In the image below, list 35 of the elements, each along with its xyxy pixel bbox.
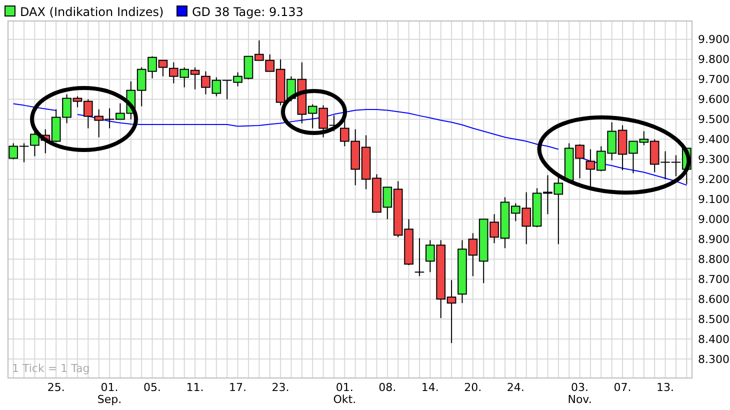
y-tick-label: 9.800	[698, 53, 730, 66]
y-tick-label: 9.500	[698, 113, 730, 126]
x-tick-label: 03. Nov.	[568, 381, 592, 406]
y-tick-label: 8.800	[698, 252, 730, 266]
x-tick-label: 24.	[506, 381, 524, 394]
x-tick-label: 25.	[47, 381, 65, 394]
x-tick-label: 23.	[272, 381, 290, 394]
annotation: 1 Tick = 1 Tag	[12, 362, 90, 375]
y-tick-label: 8.700	[698, 272, 730, 286]
x-tick-label: 20.	[464, 381, 482, 394]
x-tick-label: 01. Sep.	[97, 381, 122, 406]
y-tick-label: 9.200	[698, 173, 730, 186]
y-tick-label: 8.600	[698, 292, 730, 306]
legend-label: DAX (Indikation Indizes)	[20, 5, 164, 19]
y-tick-label: 9.300	[698, 153, 730, 166]
x-tick-label: 01. Okt.	[333, 381, 356, 406]
candlestick	[414, 238, 424, 277]
y-tick-label: 9.900	[698, 33, 730, 46]
x-tick-label: 13.	[656, 381, 674, 394]
x-tick-label: 14.	[421, 381, 439, 394]
y-tick-label: 8.300	[698, 352, 730, 366]
x-tick-label: 05.	[144, 381, 162, 394]
x-tick-label: 11.	[186, 381, 204, 394]
legend-label: GD 38 Tage: 9.133	[192, 5, 304, 19]
y-tick-label: 8.400	[698, 332, 730, 346]
y-tick-label: 9.700	[698, 73, 730, 86]
x-tick-label: 07.	[614, 381, 632, 394]
y-tick-label: 8.900	[698, 233, 730, 246]
y-tick-label: 9.400	[698, 133, 730, 146]
y-tick-label: 9.100	[698, 193, 730, 206]
y-tick-label: 8.500	[698, 312, 730, 326]
x-tick-label: 17.	[229, 381, 247, 394]
x-tick-label: 08.	[378, 381, 396, 394]
y-tick-label: 9.600	[698, 93, 730, 106]
y-tick-label: 9.000	[698, 213, 730, 226]
